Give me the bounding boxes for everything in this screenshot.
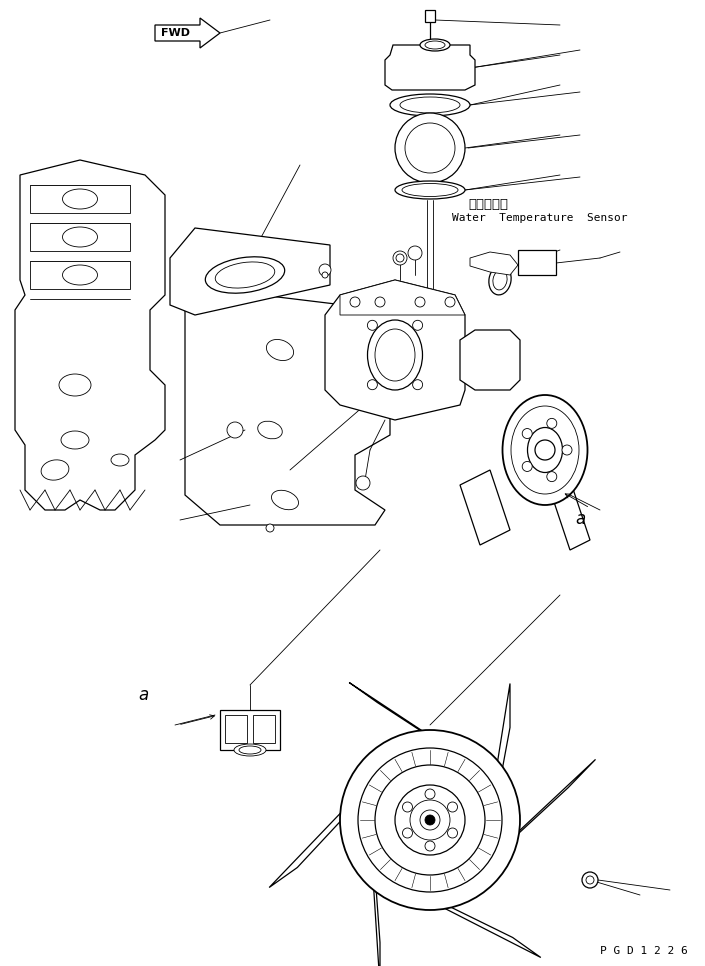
Polygon shape — [460, 470, 510, 545]
Polygon shape — [325, 280, 465, 420]
Circle shape — [395, 113, 465, 183]
Ellipse shape — [234, 744, 266, 756]
Circle shape — [425, 815, 435, 825]
Polygon shape — [460, 759, 596, 888]
Circle shape — [522, 429, 532, 439]
Circle shape — [322, 272, 328, 278]
Circle shape — [266, 524, 274, 532]
Circle shape — [375, 297, 385, 307]
Circle shape — [356, 476, 370, 490]
Circle shape — [412, 321, 422, 330]
Ellipse shape — [61, 431, 89, 449]
Circle shape — [350, 297, 360, 307]
Circle shape — [412, 380, 422, 389]
Circle shape — [403, 828, 412, 838]
Ellipse shape — [367, 320, 422, 390]
Circle shape — [547, 471, 557, 482]
Polygon shape — [370, 805, 380, 966]
Circle shape — [422, 348, 438, 364]
Circle shape — [425, 789, 435, 799]
Circle shape — [403, 802, 412, 812]
Circle shape — [562, 445, 572, 455]
Ellipse shape — [41, 460, 69, 480]
Text: a: a — [138, 686, 148, 704]
Polygon shape — [15, 160, 165, 510]
Ellipse shape — [503, 395, 587, 505]
Bar — [253, 715, 275, 743]
Circle shape — [547, 418, 557, 428]
Ellipse shape — [63, 227, 97, 247]
Bar — [425, 10, 435, 22]
Ellipse shape — [63, 189, 97, 209]
Circle shape — [367, 380, 377, 389]
Polygon shape — [170, 228, 330, 315]
Polygon shape — [460, 330, 520, 390]
Ellipse shape — [395, 181, 465, 199]
Ellipse shape — [59, 374, 91, 396]
Polygon shape — [155, 18, 220, 48]
Ellipse shape — [258, 421, 282, 439]
Circle shape — [415, 297, 425, 307]
Bar — [518, 250, 556, 275]
Circle shape — [425, 841, 435, 851]
Circle shape — [396, 254, 404, 262]
Circle shape — [358, 748, 502, 892]
Text: a: a — [575, 510, 585, 528]
Text: P G D 1 2 2 6: P G D 1 2 2 6 — [600, 946, 688, 956]
Ellipse shape — [205, 257, 285, 294]
Ellipse shape — [390, 94, 470, 116]
Ellipse shape — [215, 262, 275, 288]
Ellipse shape — [493, 270, 507, 290]
Bar — [30, 223, 130, 251]
Ellipse shape — [527, 428, 563, 472]
Polygon shape — [385, 45, 475, 90]
Polygon shape — [185, 290, 390, 525]
Bar — [220, 710, 280, 750]
Bar — [30, 185, 130, 213]
Circle shape — [395, 785, 465, 855]
Circle shape — [535, 440, 555, 460]
Circle shape — [319, 264, 331, 276]
Circle shape — [448, 802, 458, 812]
Ellipse shape — [489, 265, 511, 295]
Circle shape — [367, 321, 377, 330]
Bar — [225, 715, 247, 743]
Text: Water  Temperature  Sensor: Water Temperature Sensor — [452, 213, 627, 223]
Circle shape — [420, 810, 440, 830]
Polygon shape — [391, 878, 541, 957]
Ellipse shape — [63, 265, 97, 285]
Ellipse shape — [400, 97, 460, 113]
Circle shape — [410, 800, 450, 840]
Circle shape — [405, 123, 455, 173]
Circle shape — [340, 730, 520, 910]
Ellipse shape — [420, 39, 450, 51]
Text: 水温センサ: 水温センサ — [468, 198, 508, 211]
Circle shape — [422, 322, 438, 338]
Ellipse shape — [266, 339, 293, 360]
Ellipse shape — [111, 454, 129, 466]
Circle shape — [448, 828, 458, 838]
Polygon shape — [470, 252, 518, 275]
Ellipse shape — [511, 406, 579, 494]
Circle shape — [227, 422, 243, 438]
Text: FWD: FWD — [161, 28, 190, 38]
Circle shape — [375, 765, 485, 875]
Ellipse shape — [402, 184, 458, 196]
Circle shape — [586, 876, 594, 884]
Polygon shape — [490, 684, 510, 836]
Ellipse shape — [425, 41, 445, 49]
Polygon shape — [340, 280, 465, 315]
Ellipse shape — [271, 491, 298, 510]
Polygon shape — [550, 480, 590, 550]
Circle shape — [393, 251, 407, 265]
Circle shape — [445, 297, 455, 307]
Circle shape — [582, 872, 598, 888]
Ellipse shape — [239, 746, 261, 754]
Bar — [30, 261, 130, 289]
Circle shape — [522, 462, 532, 471]
Ellipse shape — [375, 329, 415, 381]
Polygon shape — [349, 683, 469, 762]
Circle shape — [408, 246, 422, 260]
Polygon shape — [269, 748, 409, 888]
